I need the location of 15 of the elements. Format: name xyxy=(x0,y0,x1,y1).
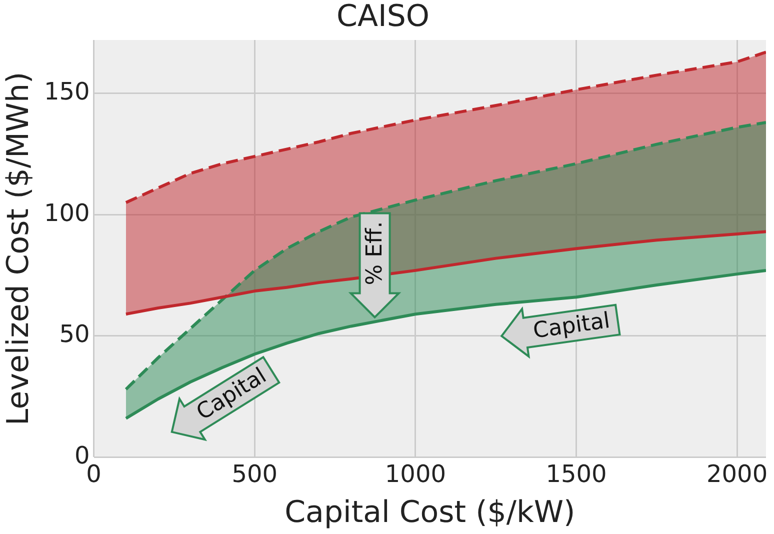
arrow-sign: % Eff. xyxy=(348,212,402,319)
y-axis-title: Levelized Cost ($/MWh) xyxy=(0,72,36,426)
x-tick-label: 500 xyxy=(232,460,278,488)
line-series xyxy=(124,50,766,204)
y-tick-label: 100 xyxy=(44,198,90,227)
arrow-sign: Capital xyxy=(500,304,621,359)
annotation: % Eff. xyxy=(362,221,388,286)
y-tick-label: 50 xyxy=(59,320,90,348)
x-tick-label: 2000 xyxy=(706,460,768,488)
y-tick-label: 150 xyxy=(44,78,90,106)
x-tick-label: 1500 xyxy=(546,460,607,488)
x-axis-title: Capital Cost ($/kW) xyxy=(284,494,576,530)
annotation: Capital xyxy=(532,308,612,344)
chart-title: CAISO xyxy=(336,0,430,34)
x-tick-label: 1000 xyxy=(384,460,446,488)
